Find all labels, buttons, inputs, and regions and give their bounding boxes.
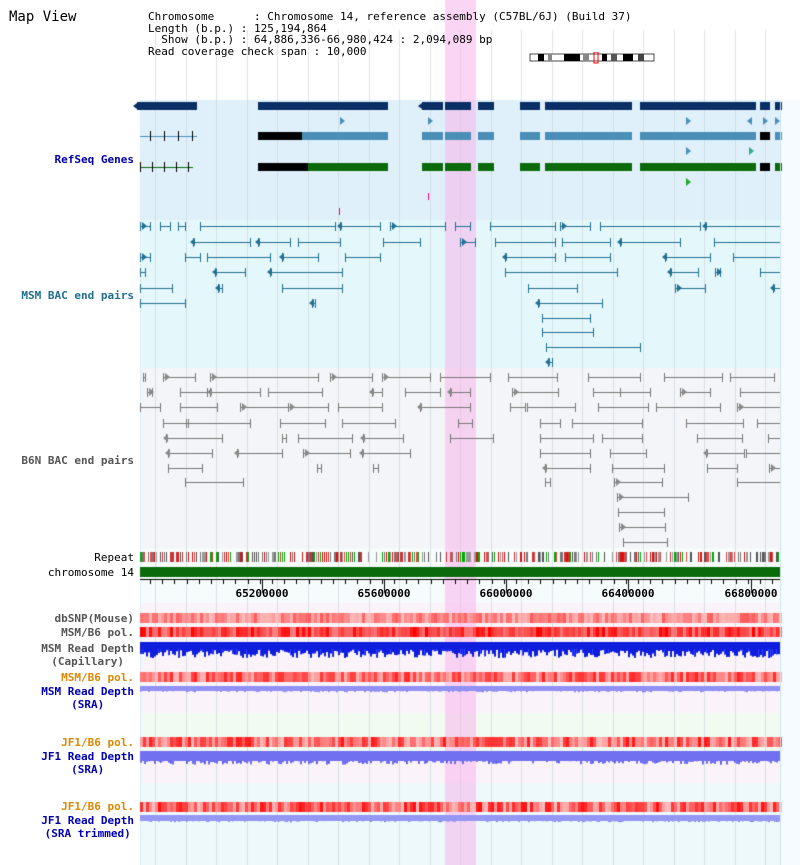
label-dbsnp[interactable]: dbSNP(Mouse) bbox=[54, 612, 134, 625]
label-repeat[interactable]: Repeat bbox=[94, 551, 134, 564]
chromosome-ideogram[interactable] bbox=[528, 52, 658, 64]
label-msm-b6-pol[interactable]: MSM/B6 pol. bbox=[61, 626, 134, 639]
chromosome-info: Chromosome : Chromosome 14, reference as… bbox=[148, 10, 632, 23]
coverage-span-info: Read coverage check span : 10,000 bbox=[148, 44, 367, 58]
label-msm-b6-pol-2[interactable]: MSM/B6 pol. bbox=[61, 671, 134, 684]
label-jf1-read-depth-sra-trimmed[interactable]: JF1 Read Depth (SRA trimmed) bbox=[41, 814, 134, 840]
axis-tick-label: 66000000 bbox=[479, 587, 533, 600]
label-msm-read-depth-capillary[interactable]: MSM Read Depth (Capillary) bbox=[41, 642, 134, 668]
axis-tick-label: 66800000 bbox=[724, 587, 778, 600]
label-b6n-bac-end-pairs[interactable]: B6N BAC end pairs bbox=[21, 454, 134, 467]
label-jf1-read-depth-sra[interactable]: JF1 Read Depth (SRA) bbox=[41, 750, 134, 776]
label-refseq-genes[interactable]: RefSeq Genes bbox=[54, 153, 134, 166]
label-msm-bac-end-pairs[interactable]: MSM BAC end pairs bbox=[21, 289, 134, 302]
region-info: Chromosome : Chromosome 14, reference as… bbox=[148, 11, 631, 57]
length-info: Length (b.p.) : 125,194,864 bbox=[148, 21, 327, 35]
axis-tick-label: 65200000 bbox=[235, 587, 289, 600]
axis-tick-label: 65600000 bbox=[357, 587, 411, 600]
page-title: Map View bbox=[9, 9, 77, 25]
label-msm-read-depth-sra[interactable]: MSM Read Depth (SRA) bbox=[41, 685, 134, 711]
axis-tick-label: 66400000 bbox=[601, 587, 655, 600]
label-jf1-b6-pol[interactable]: JF1/B6 pol. bbox=[61, 736, 134, 749]
label-chromosome: chromosome 14 bbox=[47, 566, 134, 579]
show-range-info: Show (b.p.) : 64,886,336-66,980,424 : 2,… bbox=[148, 33, 493, 46]
label-jf1-b6-pol-2[interactable]: JF1/B6 pol. bbox=[61, 800, 134, 813]
